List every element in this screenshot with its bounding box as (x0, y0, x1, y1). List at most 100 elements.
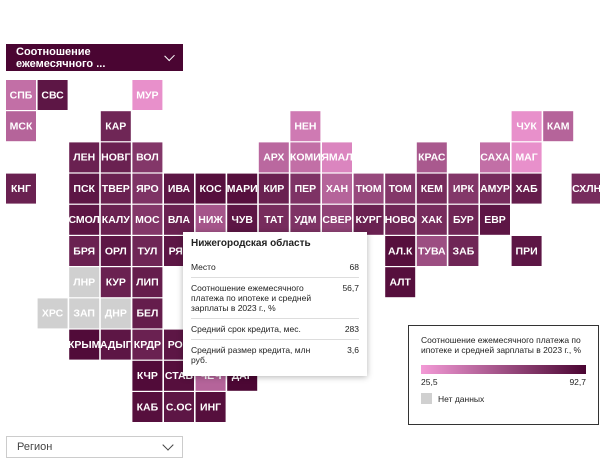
tooltip-row: Средний срок кредита, мес. 283 (191, 319, 359, 340)
region-tile (322, 142, 352, 173)
region-label: МАРИ (227, 183, 258, 195)
region-tile (385, 204, 416, 235)
region-label: ИРК (453, 183, 475, 195)
region-label: ЗАП (73, 308, 95, 320)
region-tile (571, 173, 600, 204)
tooltip-value: 3,6 (347, 345, 359, 355)
region-label: ПРИ (516, 245, 538, 257)
dropdown-label: Регион (17, 441, 53, 453)
region-tile (6, 80, 36, 110)
region-tile (258, 204, 289, 235)
region-label: КРДР (134, 339, 161, 351)
region-tile (164, 173, 194, 204)
region-label: ДНР (105, 308, 127, 320)
region-label: КНГ (11, 183, 31, 195)
region-tile (227, 204, 258, 235)
region-label: УДМ (294, 214, 316, 226)
region-tile (448, 236, 479, 266)
region-tile (132, 173, 163, 204)
region-tile (37, 80, 68, 110)
region-label: ЯРО (136, 183, 159, 195)
region-tile (100, 142, 131, 173)
region-tile (132, 80, 163, 110)
region-tile (69, 173, 100, 204)
region-label: ТАТ (264, 214, 284, 226)
region-label: ЛИП (136, 276, 158, 288)
region-label: НЕН (294, 120, 316, 132)
region-label: АЛТ (389, 276, 411, 288)
region-tile (416, 236, 447, 266)
region-tile (132, 360, 163, 391)
region-tile (37, 298, 68, 329)
region-label: ЯМАЛ (321, 152, 352, 164)
tooltip-value: 283 (344, 324, 359, 334)
region-label: ТВЕР (102, 183, 130, 195)
region-tile (353, 204, 384, 235)
no-data-swatch (421, 393, 432, 404)
region-label: ОРЛ (105, 245, 127, 257)
region-label: АЛ.К (388, 245, 413, 257)
region-label: КАМ (547, 120, 570, 132)
region-label: СМОЛ (68, 214, 99, 226)
region-tile (543, 111, 574, 142)
region-tile (6, 111, 36, 142)
region-tile (416, 142, 447, 173)
region-tile (6, 173, 36, 204)
region-tile (195, 392, 226, 422)
region-tile (322, 173, 352, 204)
region-label: ПЕР (295, 183, 317, 195)
region-label: АДЫГ (100, 339, 132, 351)
legend-max: 92,7 (569, 377, 586, 387)
region-tile (69, 236, 100, 266)
region-tile (385, 173, 416, 204)
tooltip-label: Место (191, 262, 216, 272)
region-label: ВОЛ (136, 152, 159, 164)
region-tile (132, 392, 163, 422)
region-label: ЧУК (516, 120, 537, 132)
region-label: КРЫМ (68, 339, 101, 351)
dropdown-label: Соотношение ежемесячного ... (16, 45, 106, 70)
region-label: ХАБ (516, 183, 539, 195)
region-tile (100, 204, 131, 235)
region-tile (322, 204, 352, 235)
region-label: БУР (453, 214, 474, 226)
no-data-label: Нет данных (438, 393, 485, 404)
region-tile (385, 236, 416, 266)
region-label: КАБ (137, 401, 159, 413)
region-label: С.ОС (166, 401, 193, 413)
region-label: ХРС (42, 308, 64, 320)
region-tile (290, 111, 321, 142)
region-tile (416, 173, 447, 204)
region-tile (195, 204, 226, 235)
region-label: МАГ (515, 152, 537, 164)
legend: Соотношение ежемесячного платежа по ипот… (408, 325, 599, 425)
region-tile (511, 236, 542, 266)
region-tile (448, 173, 479, 204)
region-tile (290, 204, 321, 235)
tooltip-value: 68 (349, 262, 359, 272)
region-tile (416, 204, 447, 235)
region-tile (69, 329, 100, 360)
region-label: ЧУВ (231, 214, 253, 226)
region-label: БЕЛ (136, 308, 158, 320)
indicator-dropdown[interactable]: Соотношение ежемесячного ... (6, 44, 183, 71)
region-tile (448, 204, 479, 235)
region-tile (480, 142, 510, 173)
region-label: КРАС (418, 152, 446, 164)
region-label: НИЖ (198, 214, 223, 226)
region-tile (195, 173, 226, 204)
region-label: КУРГ (356, 214, 382, 226)
region-label: АРХ (263, 152, 284, 164)
region-label: БРЯ (73, 245, 95, 257)
region-label: ТОМ (389, 183, 412, 195)
region-tile (100, 173, 131, 204)
legend-title: Соотношение ежемесячного платежа по ипот… (421, 335, 582, 355)
region-label: КУР (106, 276, 126, 288)
region-label: КОС (200, 183, 223, 195)
region-tile (132, 329, 163, 360)
region-label: МСК (10, 120, 33, 132)
region-tile (385, 267, 416, 298)
region-tile (69, 204, 100, 235)
